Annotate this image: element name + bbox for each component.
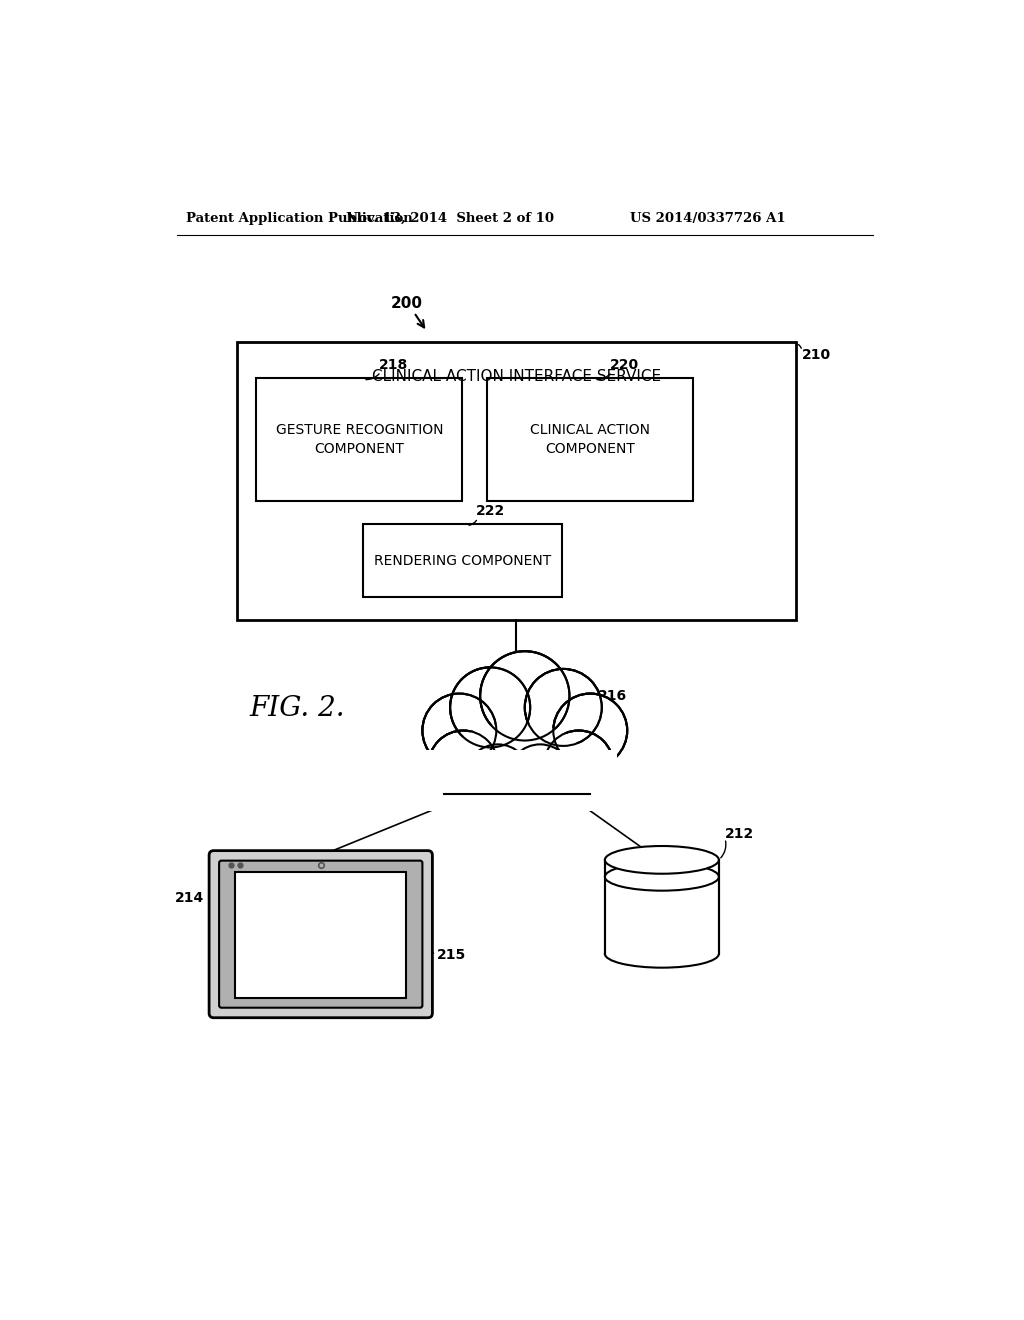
Circle shape <box>524 669 602 746</box>
Circle shape <box>422 693 497 767</box>
Circle shape <box>524 669 602 746</box>
Bar <box>487 378 693 502</box>
Circle shape <box>429 730 498 800</box>
Text: CLINICAL ACTION
COMPONENT: CLINICAL ACTION COMPONENT <box>530 422 650 457</box>
Circle shape <box>451 668 530 747</box>
Ellipse shape <box>605 940 719 968</box>
Circle shape <box>544 730 613 800</box>
Bar <box>417 750 617 812</box>
Bar <box>256 378 463 502</box>
Circle shape <box>553 693 628 767</box>
Ellipse shape <box>605 863 719 891</box>
Ellipse shape <box>605 846 719 874</box>
Text: 222: 222 <box>476 504 506 517</box>
Circle shape <box>429 730 498 800</box>
Bar <box>605 846 719 968</box>
Circle shape <box>451 668 530 747</box>
Bar <box>605 859 718 954</box>
Ellipse shape <box>456 723 579 776</box>
Text: 215: 215 <box>437 948 466 962</box>
Text: Patent Application Publication: Patent Application Publication <box>186 213 413 224</box>
Text: 218: 218 <box>379 358 408 372</box>
Circle shape <box>508 744 572 809</box>
Text: US 2014/0337726 A1: US 2014/0337726 A1 <box>630 213 785 224</box>
Text: 200: 200 <box>391 296 423 310</box>
Text: CLINICAL ACTION INTERFACE SERVICE: CLINICAL ACTION INTERFACE SERVICE <box>372 368 660 384</box>
Text: 210: 210 <box>802 348 831 362</box>
Text: Nov. 13, 2014  Sheet 2 of 10: Nov. 13, 2014 Sheet 2 of 10 <box>346 213 554 224</box>
Circle shape <box>466 744 530 809</box>
Bar <box>364 524 562 598</box>
Circle shape <box>466 744 530 809</box>
Bar <box>237 342 796 620</box>
Circle shape <box>480 651 569 741</box>
Text: 212: 212 <box>725 828 755 841</box>
Text: RENDERING COMPONENT: RENDERING COMPONENT <box>374 553 551 568</box>
Circle shape <box>508 744 572 809</box>
Bar <box>236 873 407 998</box>
Circle shape <box>553 693 628 767</box>
Text: 214: 214 <box>175 891 205 904</box>
Circle shape <box>422 693 497 767</box>
Circle shape <box>544 730 613 800</box>
Circle shape <box>480 651 569 741</box>
FancyBboxPatch shape <box>209 850 432 1018</box>
Text: 220: 220 <box>609 358 639 372</box>
FancyBboxPatch shape <box>219 861 422 1007</box>
Ellipse shape <box>452 719 583 780</box>
Text: GESTURE RECOGNITION
COMPONENT: GESTURE RECOGNITION COMPONENT <box>275 422 443 457</box>
Text: 216: 216 <box>598 689 627 702</box>
Text: FIG. 2.: FIG. 2. <box>250 696 345 722</box>
